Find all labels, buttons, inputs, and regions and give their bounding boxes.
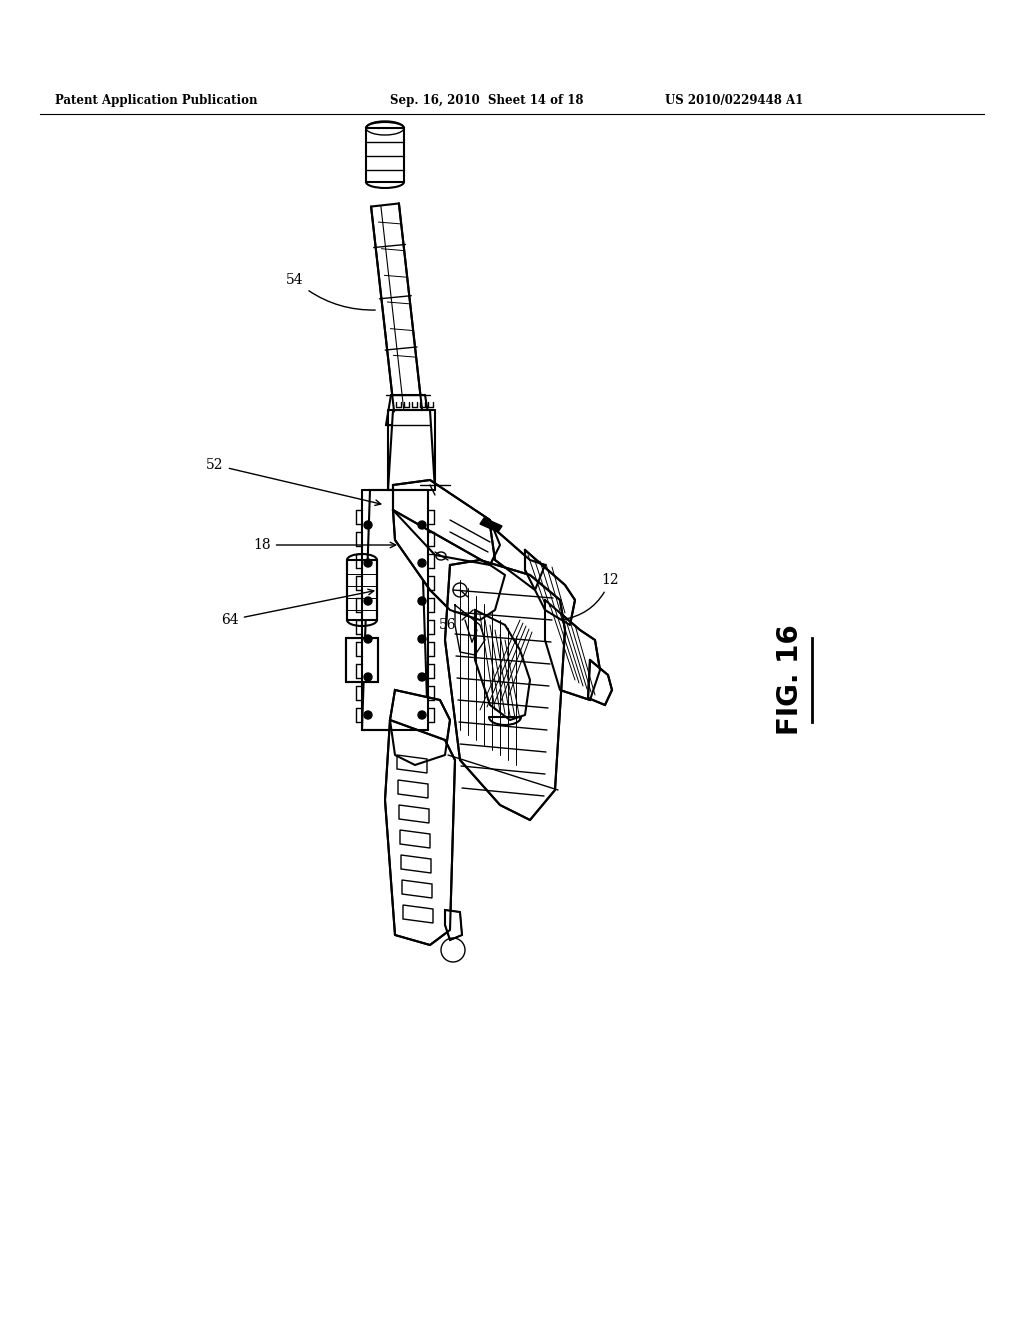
Circle shape — [418, 711, 426, 719]
Text: 12: 12 — [563, 573, 618, 619]
Polygon shape — [455, 605, 485, 655]
Polygon shape — [480, 517, 502, 532]
Text: US 2010/0229448 A1: US 2010/0229448 A1 — [665, 94, 803, 107]
Polygon shape — [401, 855, 431, 873]
Text: 52: 52 — [206, 458, 381, 506]
Polygon shape — [385, 719, 455, 945]
Text: 54: 54 — [286, 273, 375, 310]
Polygon shape — [393, 480, 500, 565]
Polygon shape — [388, 411, 435, 490]
Polygon shape — [346, 638, 378, 682]
Text: Patent Application Publication: Patent Application Publication — [55, 94, 257, 107]
Polygon shape — [403, 906, 433, 923]
Polygon shape — [390, 690, 450, 766]
Text: 56: 56 — [439, 618, 457, 632]
Circle shape — [418, 673, 426, 681]
Circle shape — [418, 635, 426, 643]
Polygon shape — [398, 780, 428, 799]
Polygon shape — [490, 525, 545, 590]
Polygon shape — [588, 660, 612, 705]
Circle shape — [364, 635, 372, 643]
Circle shape — [418, 558, 426, 568]
Circle shape — [364, 711, 372, 719]
Text: FIG. 16: FIG. 16 — [776, 624, 804, 735]
Polygon shape — [371, 203, 422, 412]
Polygon shape — [475, 610, 530, 719]
Text: 64: 64 — [221, 589, 374, 627]
Polygon shape — [545, 601, 600, 700]
Polygon shape — [362, 490, 428, 730]
Circle shape — [364, 521, 372, 529]
Circle shape — [364, 673, 372, 681]
Text: 18: 18 — [253, 539, 395, 552]
Circle shape — [364, 597, 372, 605]
Polygon shape — [399, 805, 429, 822]
Polygon shape — [397, 755, 427, 774]
Polygon shape — [393, 510, 505, 620]
Polygon shape — [400, 830, 430, 847]
Polygon shape — [386, 395, 430, 425]
Polygon shape — [525, 550, 575, 624]
Circle shape — [418, 521, 426, 529]
Polygon shape — [402, 880, 432, 898]
Circle shape — [418, 597, 426, 605]
Polygon shape — [347, 560, 377, 620]
Polygon shape — [445, 560, 565, 820]
Polygon shape — [445, 909, 462, 940]
Circle shape — [364, 558, 372, 568]
Text: Sep. 16, 2010  Sheet 14 of 18: Sep. 16, 2010 Sheet 14 of 18 — [390, 94, 584, 107]
Polygon shape — [366, 128, 404, 182]
